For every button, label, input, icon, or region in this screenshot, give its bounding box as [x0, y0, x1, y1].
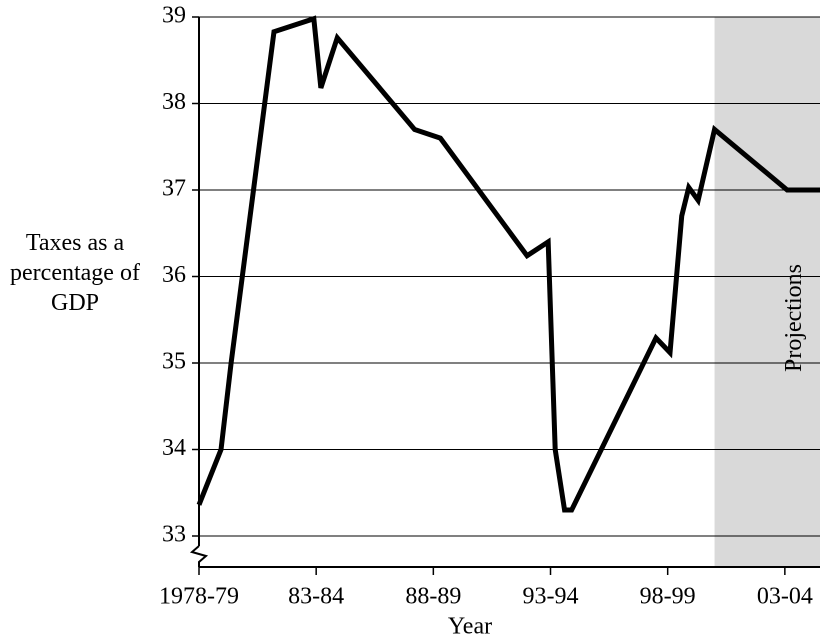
- plot-underlay: Projections: [714, 17, 820, 567]
- y-tick-label: 33: [162, 522, 186, 548]
- x-tick-label: 88-89: [405, 584, 461, 610]
- y-tick-label: 37: [162, 176, 186, 202]
- axis-break: [189, 545, 209, 567]
- x-tick-label: 98-99: [640, 584, 696, 610]
- shaded-region: [714, 17, 820, 567]
- x-tick-label: 03-04: [757, 584, 813, 610]
- grid: 33 34 35 36 37 38 39 1978-79 83-84 88-89 93-94 98-9…: [159, 3, 820, 610]
- marks: [196, 15, 820, 513]
- x-tick-label: 83-84: [288, 584, 344, 610]
- y-tick-label: 39: [162, 3, 186, 29]
- y-tick-label: 38: [162, 89, 186, 115]
- y-tick-label: 36: [162, 262, 186, 288]
- data-line: [196, 15, 820, 513]
- region-label: Projections: [781, 264, 807, 372]
- x-axis-title: Year: [448, 614, 492, 640]
- x-tick-label: 93-94: [523, 584, 579, 610]
- y-axis-title: Taxes as a percentage of GDP: [10, 230, 140, 316]
- x-tick-label: 1978-79: [159, 584, 239, 610]
- y-tick-label: 35: [162, 349, 186, 375]
- y-tick-label: 34: [162, 435, 186, 461]
